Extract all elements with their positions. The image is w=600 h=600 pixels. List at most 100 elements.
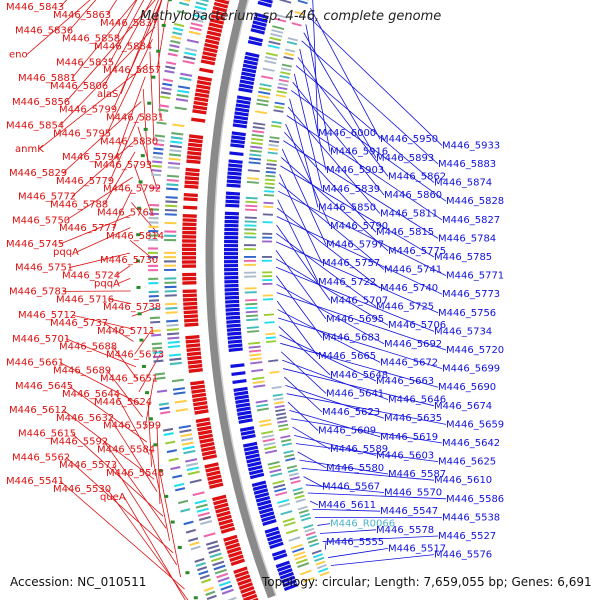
forward-gene — [194, 409, 209, 415]
cog-gene — [194, 557, 205, 563]
reverse-gene — [239, 426, 255, 432]
reverse-gene — [227, 171, 242, 176]
cog-gene — [245, 204, 258, 208]
forward-gene-label: M446_5661 — [6, 358, 64, 369]
reverse-gene — [253, 16, 268, 24]
reverse-gene-label: M446_5586 — [446, 494, 504, 505]
forward-gene-label: M446_5562 — [12, 452, 70, 463]
cog-gene — [148, 212, 159, 216]
reverse-leader — [295, 443, 439, 462]
cog-gene — [167, 166, 180, 170]
reverse-gene — [283, 583, 299, 592]
cog-gene — [256, 98, 269, 103]
reverse-gene-label: M446_5699 — [442, 364, 500, 375]
cog-gene — [307, 538, 319, 544]
reverse-gene-label: M446_5827 — [442, 215, 500, 226]
cog-gene — [183, 55, 196, 61]
forward-leader — [62, 409, 155, 480]
cog-gene — [166, 178, 179, 182]
rna-mark — [158, 469, 163, 473]
cog-gene — [168, 48, 179, 53]
cog-gene — [254, 110, 268, 115]
reverse-gene — [224, 264, 239, 268]
forward-gene-label: M446_5712 — [18, 310, 76, 321]
forward-gene — [193, 400, 208, 407]
cog-gene — [152, 151, 164, 155]
cog-gene — [170, 39, 181, 44]
reverse-gene — [224, 219, 239, 224]
cog-gene — [165, 302, 178, 306]
reverse-gene — [230, 363, 245, 369]
reverse-gene — [228, 343, 243, 348]
cog-gene — [249, 357, 262, 361]
reverse-leader — [280, 165, 435, 258]
cog-gene — [164, 294, 177, 297]
forward-gene-label: M446_5830 — [100, 136, 158, 147]
cog-gene — [271, 120, 282, 125]
forward-gene-label: M446_5854 — [6, 121, 64, 132]
reverse-leader — [280, 342, 439, 388]
cog-gene — [166, 323, 179, 327]
rna-mark — [161, 23, 166, 27]
forward-gene-label: M446_5615 — [18, 429, 76, 440]
forward-gene-label: M446_5632 — [56, 413, 114, 424]
cog-gene — [264, 56, 278, 61]
reverse-leader — [286, 393, 447, 425]
rna-mark — [156, 49, 161, 53]
forward-gene — [197, 429, 213, 436]
cog-gene — [166, 328, 179, 332]
cog-gene — [205, 590, 216, 596]
forward-gene — [199, 437, 214, 444]
cog-gene — [158, 108, 169, 112]
reverse-leader — [276, 233, 377, 307]
cog-gene — [168, 457, 179, 462]
reverse-leader — [307, 15, 443, 146]
reverse-gene — [241, 433, 256, 440]
cog-gene — [273, 483, 286, 489]
forward-gene-label: M446_5645 — [15, 381, 73, 392]
forward-gene — [234, 570, 249, 579]
reverse-gene-label: M446_5619 — [380, 432, 438, 443]
forward-gene — [227, 0, 230, 1]
cog-gene — [191, 18, 204, 23]
cog-gene — [169, 144, 182, 149]
cog-gene — [247, 330, 260, 333]
reverse-gene — [236, 99, 251, 105]
cog-gene — [166, 187, 179, 191]
forward-gene — [184, 180, 199, 185]
forward-gene-label: M446_5548 — [106, 468, 164, 479]
forward-gene — [187, 359, 202, 365]
cog-gene — [314, 556, 325, 562]
forward-leader — [59, 480, 185, 590]
cog-gene — [221, 588, 234, 595]
reverse-leader — [275, 266, 435, 332]
reverse-gene-label: M446_5610 — [434, 475, 492, 486]
forward-leader — [157, 14, 161, 118]
reverse-gene — [261, 515, 276, 523]
reverse-gene — [224, 211, 239, 216]
reverse-gene — [247, 461, 262, 468]
forward-gene — [223, 534, 238, 542]
cog-gene — [267, 461, 280, 466]
cog-gene — [178, 499, 189, 505]
reverse-gene — [224, 215, 239, 220]
forward-gene-label: M446_5761 — [97, 207, 155, 218]
reverse-gene — [224, 256, 239, 260]
reverse-gene — [234, 107, 250, 113]
forward-leader — [123, 496, 186, 600]
cog-gene — [245, 310, 258, 314]
cog-gene — [274, 487, 287, 493]
forward-gene — [213, 498, 228, 506]
cog-gene — [263, 298, 274, 301]
cog-gene — [172, 123, 185, 128]
forward-gene — [215, 506, 230, 514]
reverse-gene — [240, 75, 255, 82]
reverse-gene — [224, 287, 239, 292]
forward-gene — [182, 222, 197, 227]
cog-gene — [311, 549, 322, 555]
reverse-leader — [305, 24, 331, 152]
cog-gene — [164, 208, 178, 212]
forward-gene — [182, 256, 197, 260]
forward-gene-label: M446_5724 — [62, 271, 120, 282]
forward-gene — [197, 425, 212, 432]
